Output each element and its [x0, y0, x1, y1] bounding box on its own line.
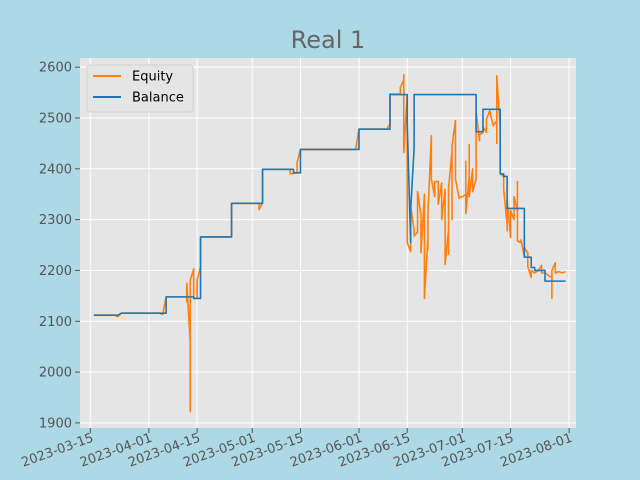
y-tick-label: 1900	[39, 416, 72, 431]
y-tick-label: 2000	[39, 366, 72, 381]
legend-label-equity: Equity	[132, 70, 173, 85]
y-axis: 1900 2000 2100 2200 2300 2400 2500 2600	[39, 61, 80, 431]
grid	[80, 58, 576, 428]
y-tick-label: 2100	[39, 315, 72, 330]
y-tick-label: 2500	[39, 111, 72, 126]
y-tick-label: 2400	[39, 162, 72, 177]
series-layer	[93, 73, 566, 413]
chart-title: Real 1	[291, 26, 366, 54]
series-line-balance	[93, 93, 566, 316]
legend: Equity Balance	[86, 64, 194, 113]
y-tick-label: 2600	[39, 61, 72, 76]
legend-label-balance: Balance	[132, 91, 184, 106]
y-tick-label: 2300	[39, 213, 72, 228]
plot-area	[80, 58, 576, 428]
y-tick-label: 2200	[39, 264, 72, 279]
